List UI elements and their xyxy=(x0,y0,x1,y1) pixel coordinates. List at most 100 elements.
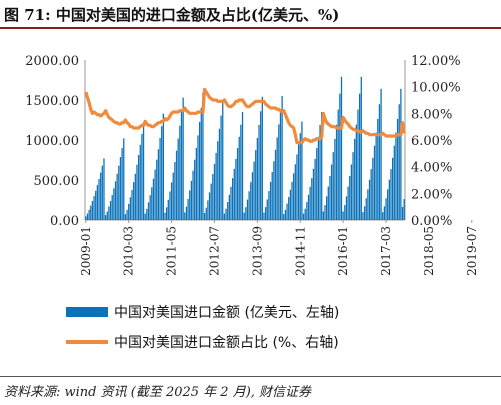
bar xyxy=(289,189,292,220)
bar xyxy=(238,136,240,220)
bar xyxy=(316,148,318,220)
bar xyxy=(88,209,90,220)
bar xyxy=(241,112,244,220)
bar xyxy=(301,121,303,220)
bar xyxy=(400,88,402,220)
x-tick-label: 2013-09 xyxy=(250,226,264,276)
bar xyxy=(152,178,155,220)
bar xyxy=(215,152,217,220)
bar xyxy=(352,152,354,220)
bar xyxy=(139,144,141,220)
bar xyxy=(166,207,168,220)
bar xyxy=(375,132,377,220)
bar xyxy=(113,188,115,220)
bar xyxy=(339,93,341,220)
bar xyxy=(255,150,257,220)
footer-rule xyxy=(0,376,501,377)
bar xyxy=(184,212,186,220)
bar xyxy=(223,213,226,220)
right-tick-label: 12.00% xyxy=(411,54,461,69)
x-tick-label: 2018-05 xyxy=(422,226,436,276)
right-tick-label: 0.00% xyxy=(411,214,452,229)
bar xyxy=(233,168,235,220)
left-tick-label: 0.00 xyxy=(50,214,79,229)
bar xyxy=(363,206,366,220)
x-tick-label: 2012-07 xyxy=(207,226,221,276)
bar xyxy=(251,172,254,220)
bar xyxy=(172,172,174,220)
bar xyxy=(137,155,140,220)
bar xyxy=(385,198,387,220)
bar xyxy=(393,145,395,220)
bar xyxy=(329,176,331,220)
bar xyxy=(175,150,178,220)
bar xyxy=(334,138,336,220)
bar xyxy=(228,194,230,220)
bar xyxy=(109,200,112,220)
bar xyxy=(264,207,267,220)
bar xyxy=(281,96,283,220)
bar xyxy=(119,157,122,220)
bar xyxy=(297,144,300,220)
legend: 中国对美国进口金额 (亿美元、左轴) 中国对美国进口金额占比 (%、右轴) xyxy=(66,300,339,360)
bar xyxy=(350,164,353,220)
bar xyxy=(344,205,346,220)
bar xyxy=(149,195,151,220)
bar xyxy=(222,101,224,220)
x-tick-label: 2019-07 xyxy=(465,226,479,276)
right-tick-label: 2.00% xyxy=(411,187,452,202)
bar xyxy=(131,190,133,220)
bar xyxy=(200,107,202,220)
bar xyxy=(96,185,99,220)
bar xyxy=(129,197,132,220)
bar xyxy=(362,212,364,220)
bar xyxy=(189,190,191,220)
x-tick-label: 2011-05 xyxy=(165,226,179,276)
chart-title: 图 71: 中国对美国的进口金额及占比(亿美元、%) xyxy=(4,6,340,24)
left-tick-label: 2000.00 xyxy=(25,54,79,69)
bar xyxy=(180,112,183,220)
bar xyxy=(159,138,161,220)
bar xyxy=(276,137,278,220)
bar xyxy=(349,176,351,220)
bar xyxy=(360,76,362,220)
bar xyxy=(217,141,219,220)
bar xyxy=(195,147,197,220)
bar xyxy=(261,96,263,220)
bar xyxy=(220,115,222,220)
bar xyxy=(205,207,207,220)
bar xyxy=(322,211,324,220)
bar xyxy=(118,165,120,220)
x-tick-label: 2014-11 xyxy=(293,226,307,276)
bar xyxy=(288,197,290,220)
right-tick-label: 10.00% xyxy=(411,81,461,96)
bar xyxy=(98,178,100,220)
bar xyxy=(147,202,150,220)
bar xyxy=(391,157,394,220)
legend-item-bar: 中国对美国进口金额 (亿美元、左轴) xyxy=(66,300,339,324)
bar xyxy=(134,173,136,220)
bar xyxy=(100,172,102,220)
bar xyxy=(337,109,339,220)
left-tick-label: 1500.00 xyxy=(25,94,79,109)
left-tick-label: 1000.00 xyxy=(25,134,79,149)
bar xyxy=(403,199,405,220)
bar xyxy=(210,183,212,220)
bar xyxy=(170,182,173,220)
source-note: 资料来源: wind 资讯 (截至 2025 年 2 月), 财信证券 xyxy=(4,385,312,400)
bar xyxy=(157,149,160,220)
bar xyxy=(266,199,268,220)
bar xyxy=(141,133,143,220)
bar xyxy=(347,186,349,220)
bar xyxy=(136,164,138,220)
bar xyxy=(296,154,298,220)
bar xyxy=(294,164,296,220)
bar xyxy=(91,201,94,220)
bar xyxy=(319,124,321,220)
legend-label-line: 中国对美国进口金额占比 (%、右轴) xyxy=(114,335,339,351)
bar xyxy=(101,165,103,220)
bar xyxy=(398,104,400,220)
bar xyxy=(124,214,127,220)
bar xyxy=(309,186,311,220)
bar xyxy=(208,192,211,220)
